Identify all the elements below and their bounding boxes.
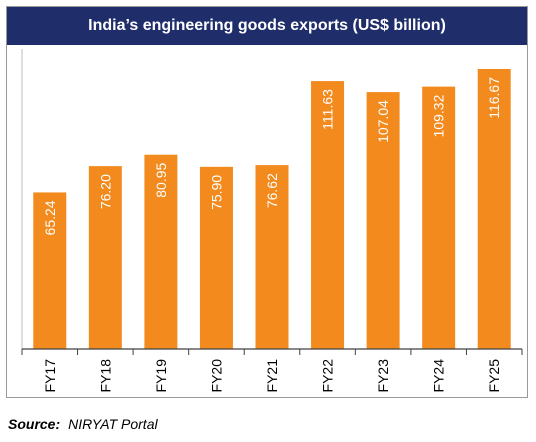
- bar-value-label: 75.90: [208, 175, 224, 210]
- bar-value-label: 76.62: [264, 173, 280, 208]
- x-tick-label: FY18: [97, 359, 113, 393]
- bar-fy18: [88, 166, 122, 349]
- bar-chart: 65.24 FY17 76.20 FY18 80.95 FY19 75.90 FY20 76.6…: [21, 49, 523, 393]
- bar-fy20: [199, 166, 233, 349]
- x-tick-label: FY24: [431, 359, 447, 393]
- bar-value-label: 109.32: [431, 94, 447, 137]
- bar-fy24: [422, 86, 456, 349]
- bar-fy19: [144, 154, 178, 349]
- bar-value-label: 80.95: [153, 163, 169, 198]
- bar-fy23: [366, 92, 400, 349]
- bar-value-label: 116.67: [486, 77, 502, 119]
- bar-fy21: [255, 165, 289, 349]
- bar-value-label: 65.24: [42, 200, 58, 235]
- bar-fy22: [311, 81, 345, 349]
- x-tick-label: FY21: [264, 359, 280, 393]
- x-tick-label: FY25: [486, 359, 502, 393]
- x-tick-label: FY22: [320, 359, 336, 393]
- source-text: NIRYAT Portal: [68, 416, 158, 432]
- x-tick-label: FY23: [375, 359, 391, 393]
- source-note: Source: NIRYAT Portal: [8, 416, 158, 432]
- bar-value-label: 107.04: [375, 100, 391, 143]
- source-label: Source:: [8, 416, 61, 432]
- bar-fy25: [477, 68, 511, 349]
- x-tick-label: FY19: [153, 359, 169, 393]
- chart-frame: India’s engineering goods exports (US$ b…: [6, 6, 528, 398]
- bar-value-label: 111.63: [320, 89, 336, 130]
- x-tick-label: FY20: [208, 359, 224, 393]
- bar-value-label: 76.20: [97, 174, 113, 209]
- chart-title: India’s engineering goods exports (US$ b…: [7, 7, 527, 45]
- x-tick-label: FY17: [42, 359, 58, 393]
- bar-fy17: [33, 192, 67, 349]
